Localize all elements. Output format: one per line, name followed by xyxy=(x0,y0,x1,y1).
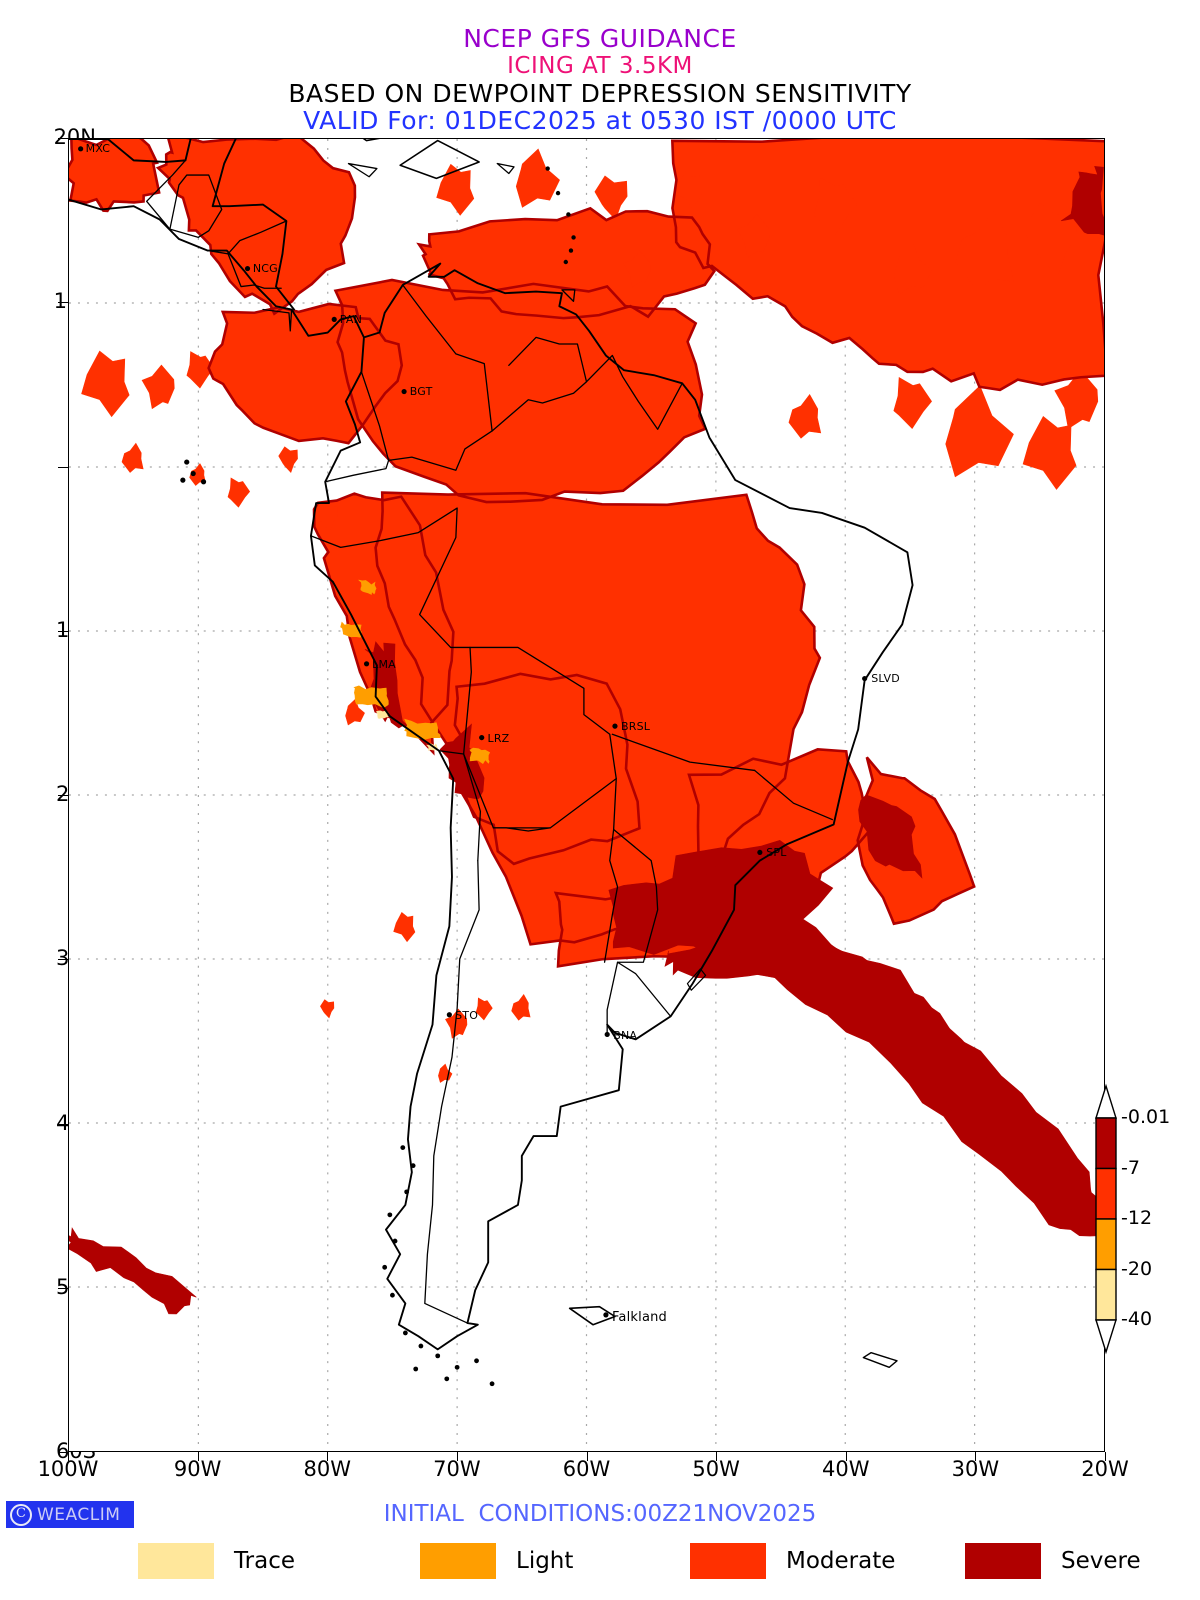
x-axis-tick-mark xyxy=(197,1452,199,1461)
legend-item: Severe xyxy=(965,1543,1141,1579)
y-axis-tick-mark xyxy=(58,138,68,139)
city-label: BGT xyxy=(409,384,433,398)
city-marker xyxy=(244,265,251,272)
colorbar-band xyxy=(1095,1167,1117,1220)
x-axis-tick-mark xyxy=(327,1452,329,1461)
legend-swatch xyxy=(420,1543,496,1579)
city-label: LRZ xyxy=(487,731,510,745)
colorbar-band xyxy=(1095,1268,1117,1321)
colorbar-tick-label: -20 xyxy=(1121,1257,1153,1280)
city-label: BRSL xyxy=(621,720,651,733)
severity-legend: Trace Light Moderate Severe xyxy=(0,1543,1200,1583)
title-basis: BASED ON DEWPOINT DEPRESSION SENSITIVITY xyxy=(288,79,912,108)
legend-item: Trace xyxy=(138,1543,295,1579)
x-axis-tick-label: 100W xyxy=(37,1457,99,1481)
city-marker xyxy=(479,735,485,741)
city-label: PAN xyxy=(339,312,363,326)
y-axis-tick-mark xyxy=(58,302,68,304)
y-axis-tick-mark xyxy=(58,959,68,961)
legend-label: Light xyxy=(516,1548,574,1574)
x-axis-tick-label: 30W xyxy=(951,1457,1000,1481)
legend-swatch xyxy=(138,1543,214,1579)
x-axis-tick-label: 90W xyxy=(173,1457,222,1481)
y-axis-tick-mark xyxy=(58,1123,68,1125)
icing-field-map xyxy=(69,139,1104,1451)
city-marker xyxy=(757,849,763,855)
title-block: NCEP GFS GUIDANCE ICING AT 3.5KM BASED O… xyxy=(0,26,1200,133)
legend-swatch xyxy=(965,1543,1041,1579)
legend-swatch xyxy=(690,1543,766,1579)
x-axis-tick-mark xyxy=(716,1452,718,1461)
title-valid: VALID For: 01DEC2025 at 0530 IST /0000 U… xyxy=(303,106,897,135)
colorbar-tick-label: -12 xyxy=(1121,1207,1153,1229)
colorbar-band xyxy=(1095,1218,1117,1271)
colorbar xyxy=(1094,1078,1118,1358)
copyright-icon: C xyxy=(10,1503,32,1526)
colorbar-tick-label: -7 xyxy=(1121,1156,1140,1179)
city-marker xyxy=(331,316,337,322)
x-axis-tick-label: 40W xyxy=(822,1457,870,1481)
city-marker xyxy=(401,388,407,395)
city-label: MXC xyxy=(85,141,111,155)
x-axis-tick-mark xyxy=(586,1452,588,1461)
y-axis-tick-mark xyxy=(58,795,68,796)
city-label: Falkland xyxy=(611,1309,667,1325)
legend-item: Light xyxy=(420,1543,573,1579)
x-axis-tick-label: 70W xyxy=(433,1457,481,1481)
legend-item: Moderate xyxy=(690,1543,895,1579)
city-marker xyxy=(862,675,868,682)
y-axis-tick-mark xyxy=(58,1287,68,1289)
legend-label: Trace xyxy=(234,1548,296,1574)
x-axis-tick-mark xyxy=(456,1452,458,1461)
city-label: NCG xyxy=(252,261,278,275)
x-axis-tick-mark xyxy=(68,1452,69,1461)
city-label: STO xyxy=(455,1009,479,1023)
weaclim-logo: C WEACLIM xyxy=(6,1501,134,1528)
colorbar-tick-label: -0.01 xyxy=(1121,1106,1171,1128)
city-marker xyxy=(604,1031,610,1038)
city-marker xyxy=(363,661,370,667)
city-label: SPL xyxy=(766,846,787,860)
city-marker xyxy=(78,146,84,152)
legend-label: Severe xyxy=(1061,1548,1141,1574)
x-axis-tick-label: 60W xyxy=(562,1457,611,1481)
city-marker xyxy=(612,723,618,729)
x-axis-tick-mark xyxy=(845,1452,847,1461)
city-marker xyxy=(603,1312,609,1318)
x-axis-tick-label: 80W xyxy=(303,1457,352,1481)
colorbar-tick-label: -40 xyxy=(1121,1308,1153,1330)
city-label: SLVD xyxy=(871,672,900,686)
weaclim-label: WEACLIM xyxy=(37,1504,121,1525)
y-axis-tick-mark xyxy=(58,1452,68,1453)
x-axis-tick-mark xyxy=(1105,1452,1106,1461)
x-axis-tick-label: 20W xyxy=(1081,1457,1129,1481)
title-agency: NCEP GFS GUIDANCE xyxy=(463,24,737,53)
legend-label: Moderate xyxy=(786,1548,896,1574)
city-label: LMA xyxy=(372,657,396,671)
colorbar-band xyxy=(1095,1117,1117,1170)
city-marker xyxy=(446,1012,452,1018)
map-plot-area[interactable]: MXC NCG PAN BGT LMA LRZ BRSL SLVD SPL STO BNA Falkl… xyxy=(68,138,1105,1452)
title-product: ICING AT 3.5KM xyxy=(507,53,693,79)
city-label: BNA xyxy=(613,1028,638,1042)
y-axis-tick-mark xyxy=(58,630,68,632)
y-axis-tick-mark xyxy=(58,466,68,468)
x-axis-tick-label: 50W xyxy=(692,1457,740,1481)
x-axis-tick-mark xyxy=(975,1452,977,1461)
initial-conditions-text: INITIAL CONDITIONS:00Z21NOV2025 xyxy=(383,1501,817,1527)
